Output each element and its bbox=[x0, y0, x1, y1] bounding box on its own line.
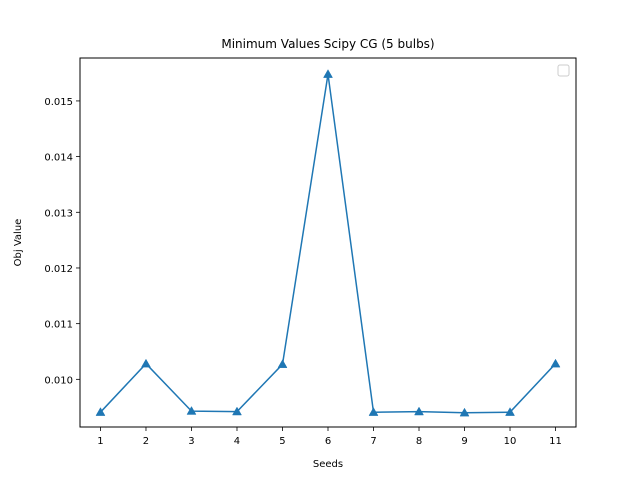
data-point bbox=[414, 406, 424, 416]
y-tick-label: 0.013 bbox=[44, 208, 73, 219]
x-tick-label: 3 bbox=[188, 436, 194, 447]
data-point bbox=[550, 358, 561, 368]
x-axis: 1 2 3 4 5 6 7 8 9 10 11 bbox=[97, 427, 562, 447]
data-point bbox=[95, 407, 106, 416]
plot-area bbox=[95, 69, 561, 417]
x-tick-label: 4 bbox=[234, 436, 240, 447]
x-axis-label: Seeds bbox=[313, 459, 343, 470]
y-tick-label: 0.010 bbox=[44, 375, 73, 386]
x-tick-label: 6 bbox=[325, 436, 331, 447]
x-tick-label: 11 bbox=[549, 436, 562, 447]
y-tick-label: 0.015 bbox=[44, 97, 73, 108]
data-point bbox=[277, 359, 288, 368]
data-point bbox=[459, 407, 470, 417]
x-tick-label: 5 bbox=[279, 436, 285, 447]
series-line bbox=[99, 73, 557, 414]
x-tick-label: 2 bbox=[143, 436, 149, 447]
x-tick-label: 10 bbox=[504, 436, 517, 447]
y-axis-label: Obj Value bbox=[13, 219, 24, 267]
data-point bbox=[505, 407, 515, 416]
x-tick-label: 9 bbox=[461, 436, 467, 447]
x-tick-label: 1 bbox=[97, 436, 103, 447]
y-tick-label: 0.014 bbox=[44, 153, 73, 164]
y-tick-label: 0.012 bbox=[44, 264, 73, 275]
data-point bbox=[232, 406, 242, 416]
y-tick-label: 0.011 bbox=[44, 320, 73, 331]
legend-box bbox=[557, 64, 570, 77]
data-point bbox=[141, 358, 151, 368]
chart-title: Minimum Values Scipy CG (5 bulbs) bbox=[221, 37, 434, 51]
x-tick-label: 7 bbox=[370, 436, 376, 447]
data-point bbox=[368, 407, 379, 416]
data-point bbox=[186, 406, 197, 415]
y-axis: 0.010 0.011 0.012 0.013 0.014 0.015 bbox=[44, 97, 80, 386]
x-tick-label: 8 bbox=[416, 436, 422, 447]
data-point bbox=[323, 69, 333, 78]
